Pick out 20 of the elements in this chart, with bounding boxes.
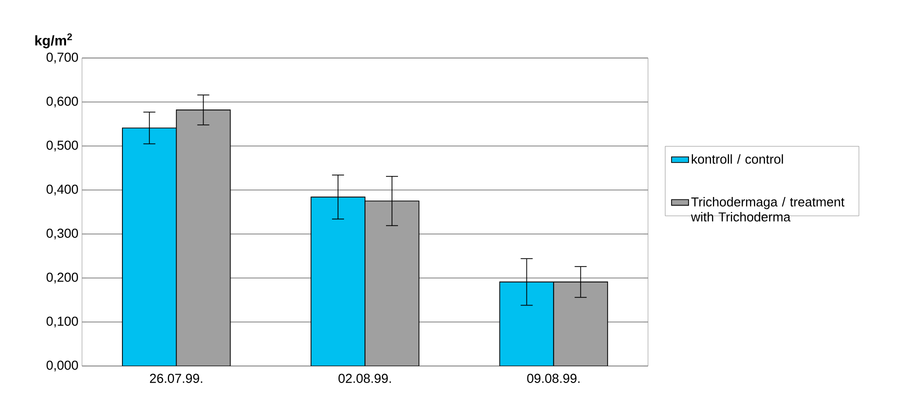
y-tick-label: 0,600	[46, 96, 78, 108]
y-tick-label: 0,700	[46, 52, 78, 64]
x-tick-label: 09.08.99.	[527, 374, 580, 383]
bar	[364, 200, 420, 366]
legend-label: Trichodermaga / treatment with Trichoderma	[690, 197, 844, 222]
y-tick-label: 0,200	[46, 272, 78, 284]
bar	[122, 128, 177, 366]
bar	[176, 110, 231, 366]
bar	[499, 282, 554, 366]
y-tick-label: 0,100	[46, 316, 78, 328]
y-tick-label: 0,300	[46, 228, 78, 240]
y-tick-label: 0,400	[46, 184, 78, 196]
x-tick-label: 26.07.99.	[150, 374, 202, 383]
x-tick-label: 02.08.99.	[338, 374, 391, 383]
y-tick-label: 0,500	[46, 140, 78, 152]
y-tick-label: 0,000	[46, 360, 78, 372]
y-axis-title: kg/m$^{2}$	[35, 33, 72, 48]
bar	[310, 196, 366, 366]
bar	[553, 282, 608, 366]
legend-label: kontroll / control	[692, 154, 783, 164]
